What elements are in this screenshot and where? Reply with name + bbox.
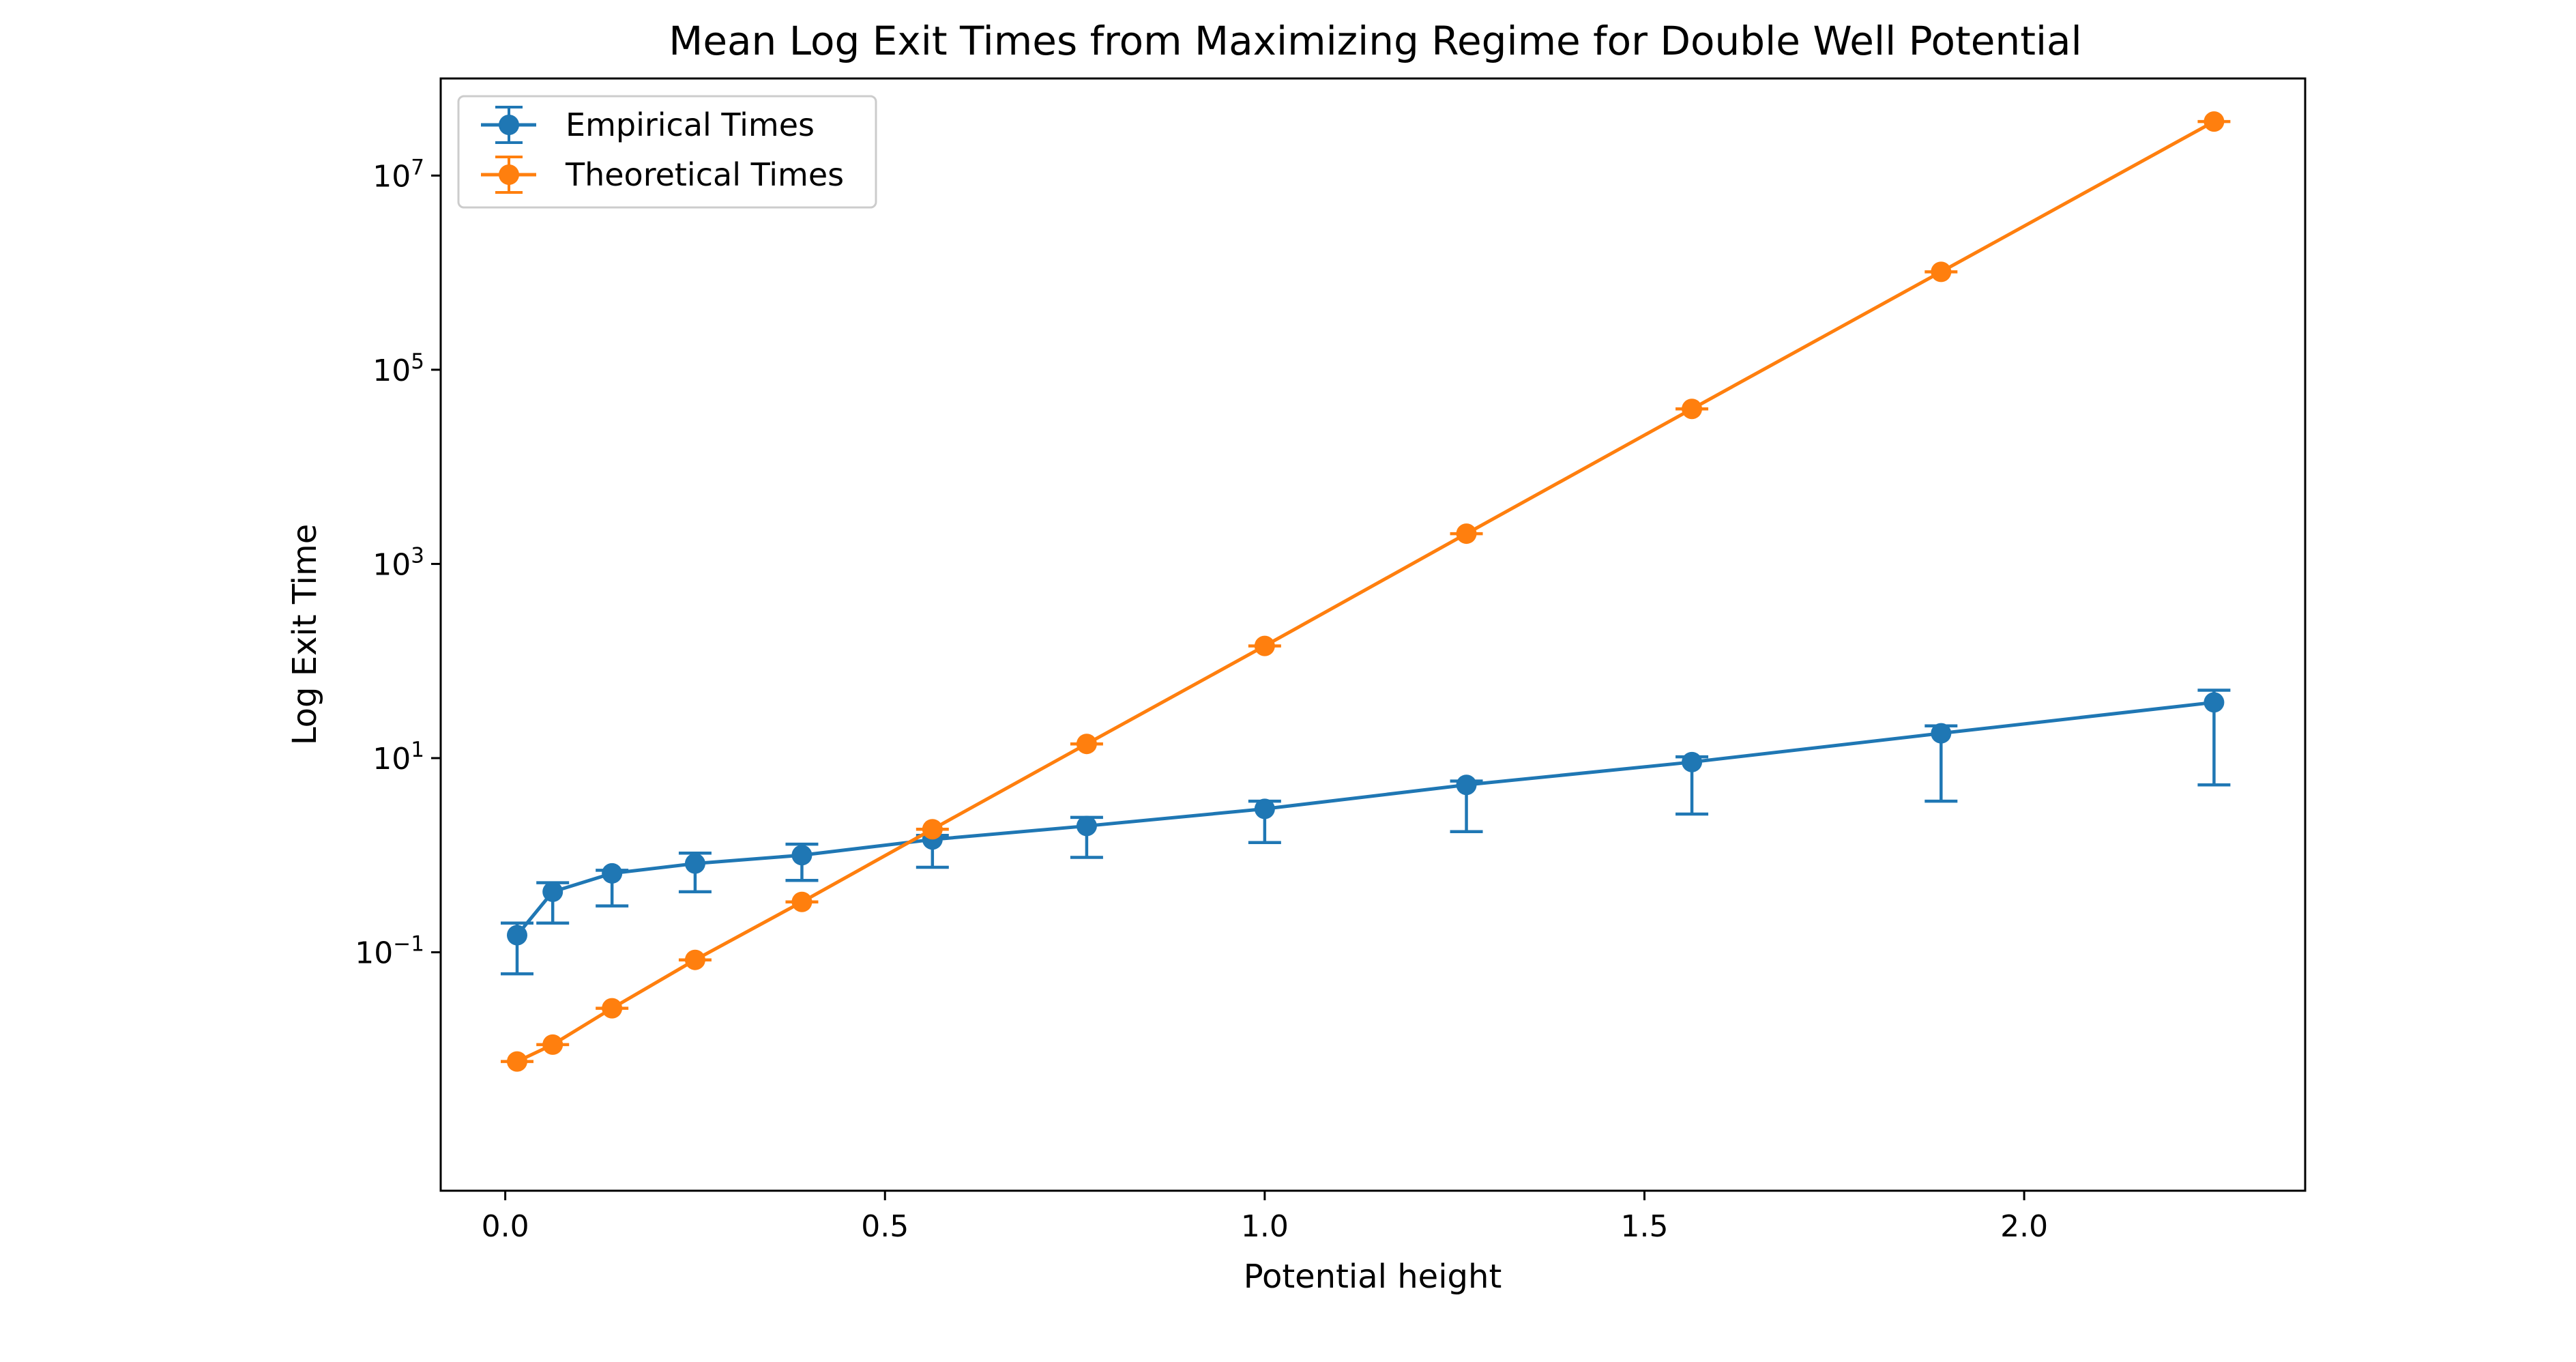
data-point: [602, 863, 623, 884]
data-point: [542, 881, 564, 902]
data-point: [1254, 798, 1275, 820]
data-point: [2204, 111, 2225, 132]
x-tick-label: 0.0: [482, 1209, 529, 1244]
legend-frame: [457, 95, 877, 209]
x-axis: 0.0 0.5 1.0 1.5 2.0: [482, 1191, 2048, 1244]
legend-items: Empirical Times Theoretical Times: [481, 106, 844, 194]
legend: Empirical Times Theoretical Times: [457, 95, 877, 209]
data-point: [791, 845, 813, 866]
x-tick-label: 2.0: [2000, 1209, 2048, 1244]
x-axis-label: Potential height: [1244, 1258, 1502, 1296]
legend-entry: Empirical Times: [481, 106, 815, 144]
legend-entry: Theoretical Times: [481, 156, 844, 194]
data-point: [1076, 815, 1097, 837]
data-point: [1254, 635, 1275, 656]
data-point: [791, 891, 813, 912]
y-tick-label: 10−1: [355, 932, 424, 971]
plot-area: [439, 77, 2307, 1192]
y-axis-label: Log Exit Time: [286, 524, 324, 746]
data-point: [506, 925, 527, 946]
series-2: [500, 111, 2231, 1072]
chart-title: Mean Log Exit Times from Maximizing Regi…: [669, 18, 2081, 64]
y-tick-label: 103: [372, 543, 424, 582]
series-line: [516, 700, 2214, 937]
data-point: [1931, 723, 1952, 744]
data-point: [1456, 774, 1477, 796]
data-point: [2204, 692, 2225, 713]
data-point: [1456, 523, 1477, 545]
data-point: [542, 1034, 564, 1055]
series-layer: [500, 111, 2231, 1072]
legend-marker: [499, 115, 519, 135]
y-tick-label: 105: [372, 349, 424, 388]
x-tick-label: 1.5: [1620, 1209, 1668, 1244]
data-point: [506, 1051, 527, 1072]
series-1: [500, 689, 2231, 976]
data-point: [684, 853, 705, 874]
legend-label: Theoretical Times: [565, 156, 844, 193]
y-axis: 10−1 101 103 105 107: [355, 155, 441, 971]
series-line: [516, 119, 2215, 1063]
data-point: [1076, 734, 1097, 755]
plot-frame: [439, 77, 2307, 1192]
y-tick-label: 107: [372, 155, 424, 194]
data-point: [1931, 261, 1952, 282]
x-tick-label: 0.5: [861, 1209, 909, 1244]
data-point: [1682, 751, 1703, 772]
data-point: [922, 819, 943, 840]
x-tick-label: 1.0: [1241, 1209, 1289, 1244]
legend-label: Empirical Times: [566, 106, 815, 143]
data-point: [602, 998, 623, 1019]
legend-marker: [499, 164, 519, 185]
data-point: [1682, 399, 1703, 420]
y-tick-label: 101: [372, 738, 424, 777]
data-point: [684, 949, 705, 970]
